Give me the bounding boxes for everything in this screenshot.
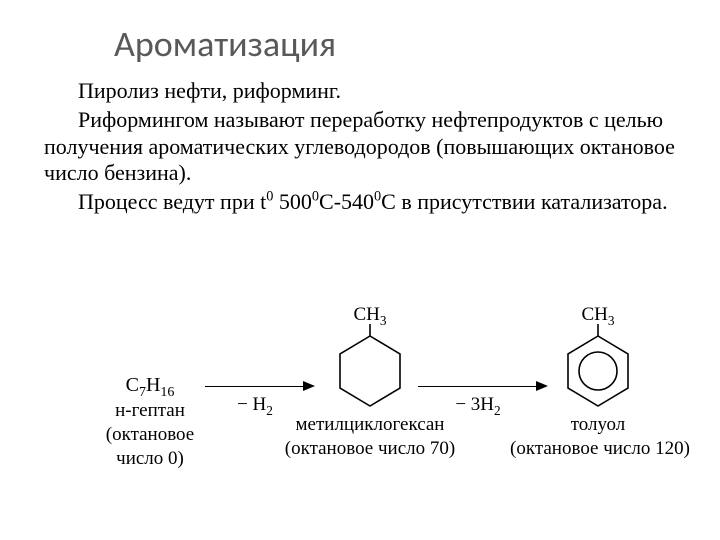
slide-title: Ароматизация — [114, 22, 676, 66]
p3-sup2: 0 — [312, 189, 319, 205]
p3-c: С-540 — [319, 189, 374, 214]
reactant-name: н-гептан — [100, 400, 200, 422]
intermediate-note: (октановое число 70) — [280, 438, 460, 460]
step1-sub: 2 — [266, 403, 273, 418]
arrow-2-head — [536, 381, 548, 391]
slide: Ароматизация Пиролиз нефти, риформинг. Р… — [0, 0, 720, 540]
arrow-1-label: − Н2 — [215, 394, 295, 416]
p3-a: Процесс ведут при t — [78, 189, 266, 214]
product-ch3: CH3 — [568, 304, 628, 326]
intermediate-ch3: CH3 — [340, 304, 400, 326]
reactant-note2: число 0) — [100, 448, 200, 470]
cyclohexane-icon — [330, 326, 410, 416]
paragraph-3: Процесс ведут при t0 5000С-5400С в прису… — [44, 189, 676, 216]
reactant-formula: C7H16 — [110, 374, 190, 397]
paragraph-2: Риформингом называют переработку нефтепр… — [44, 107, 676, 187]
paragraph-1: Пиролиз нефти, риформинг. — [44, 78, 676, 105]
reactant-note1: (октановое — [100, 424, 200, 446]
arrow-1-line — [205, 386, 305, 387]
step2-sub: 2 — [494, 403, 501, 418]
step1-text: − Н — [237, 394, 266, 415]
prod-ch3-text: CH — [581, 304, 607, 325]
arrow-1-head — [303, 381, 315, 391]
product-name: толуол — [548, 414, 648, 436]
int-ch3-text: CH — [353, 304, 379, 325]
benzene-icon — [558, 326, 638, 416]
p3-b: 500 — [273, 189, 312, 214]
reactant-C: C — [126, 374, 139, 396]
reactant-sub2: 16 — [160, 385, 174, 400]
reactant-sub1: 7 — [139, 385, 146, 400]
intermediate-name: метилциклогексан — [280, 414, 460, 436]
p1-text: Пиролиз нефти, риформинг. — [78, 78, 341, 103]
reaction-diagram: C7H16 н-гептан (октановое число 0) − Н2 … — [0, 314, 720, 534]
p2-text: Риформингом называют переработку нефтепр… — [44, 107, 675, 186]
body-text: Пиролиз нефти, риформинг. Риформингом на… — [44, 78, 676, 216]
p3-d: С в присутствии катализатора. — [381, 189, 667, 214]
arrow-2-line — [418, 386, 538, 387]
arrow-2-label: − 3Н2 — [438, 394, 518, 416]
step2-text: − 3Н — [455, 394, 494, 415]
reactant-H: H — [146, 374, 160, 396]
product-note: (октановое число 120) — [510, 438, 690, 460]
